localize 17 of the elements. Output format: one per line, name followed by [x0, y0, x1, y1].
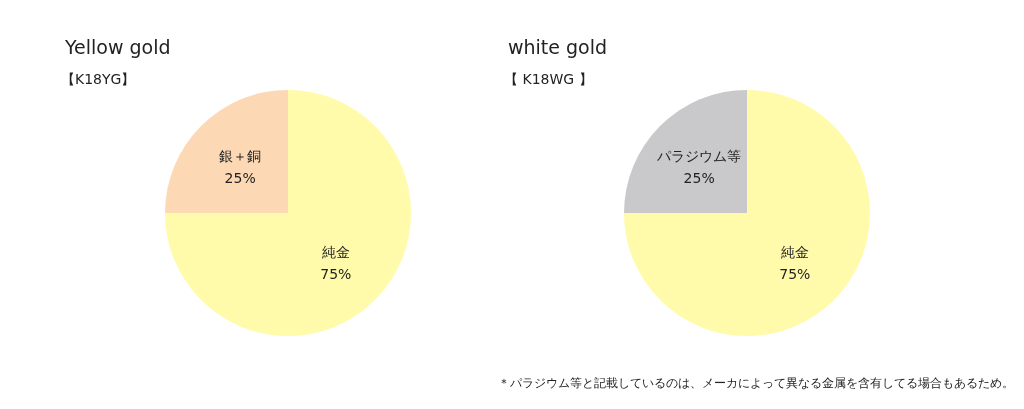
pie-slice [165, 90, 411, 336]
slice-label: 純金 [780, 243, 809, 260]
data-label: 75% [779, 265, 811, 282]
data-label: 25% [683, 170, 715, 187]
pie-slice [165, 90, 288, 213]
chart-subtitle: 【 K18WG 】 [504, 71, 593, 87]
chart-subtitle: 【K18YG】 [61, 71, 136, 87]
slice-label: 銀＋銅 [219, 148, 262, 165]
pie-slice [624, 90, 747, 213]
chart-title: white gold [508, 36, 608, 58]
data-label: 75% [320, 265, 352, 282]
text: ＊パラジウム等と記載しているのは、メーカによって異なる金属を含有してる場合もあるため。 [498, 376, 1014, 390]
chart-title: Yellow gold [64, 36, 171, 58]
data-label: 25% [224, 170, 256, 187]
slice-label: パラジウム等 [656, 148, 742, 165]
pie-slice [624, 90, 870, 336]
slice-label: 純金 [321, 243, 350, 260]
